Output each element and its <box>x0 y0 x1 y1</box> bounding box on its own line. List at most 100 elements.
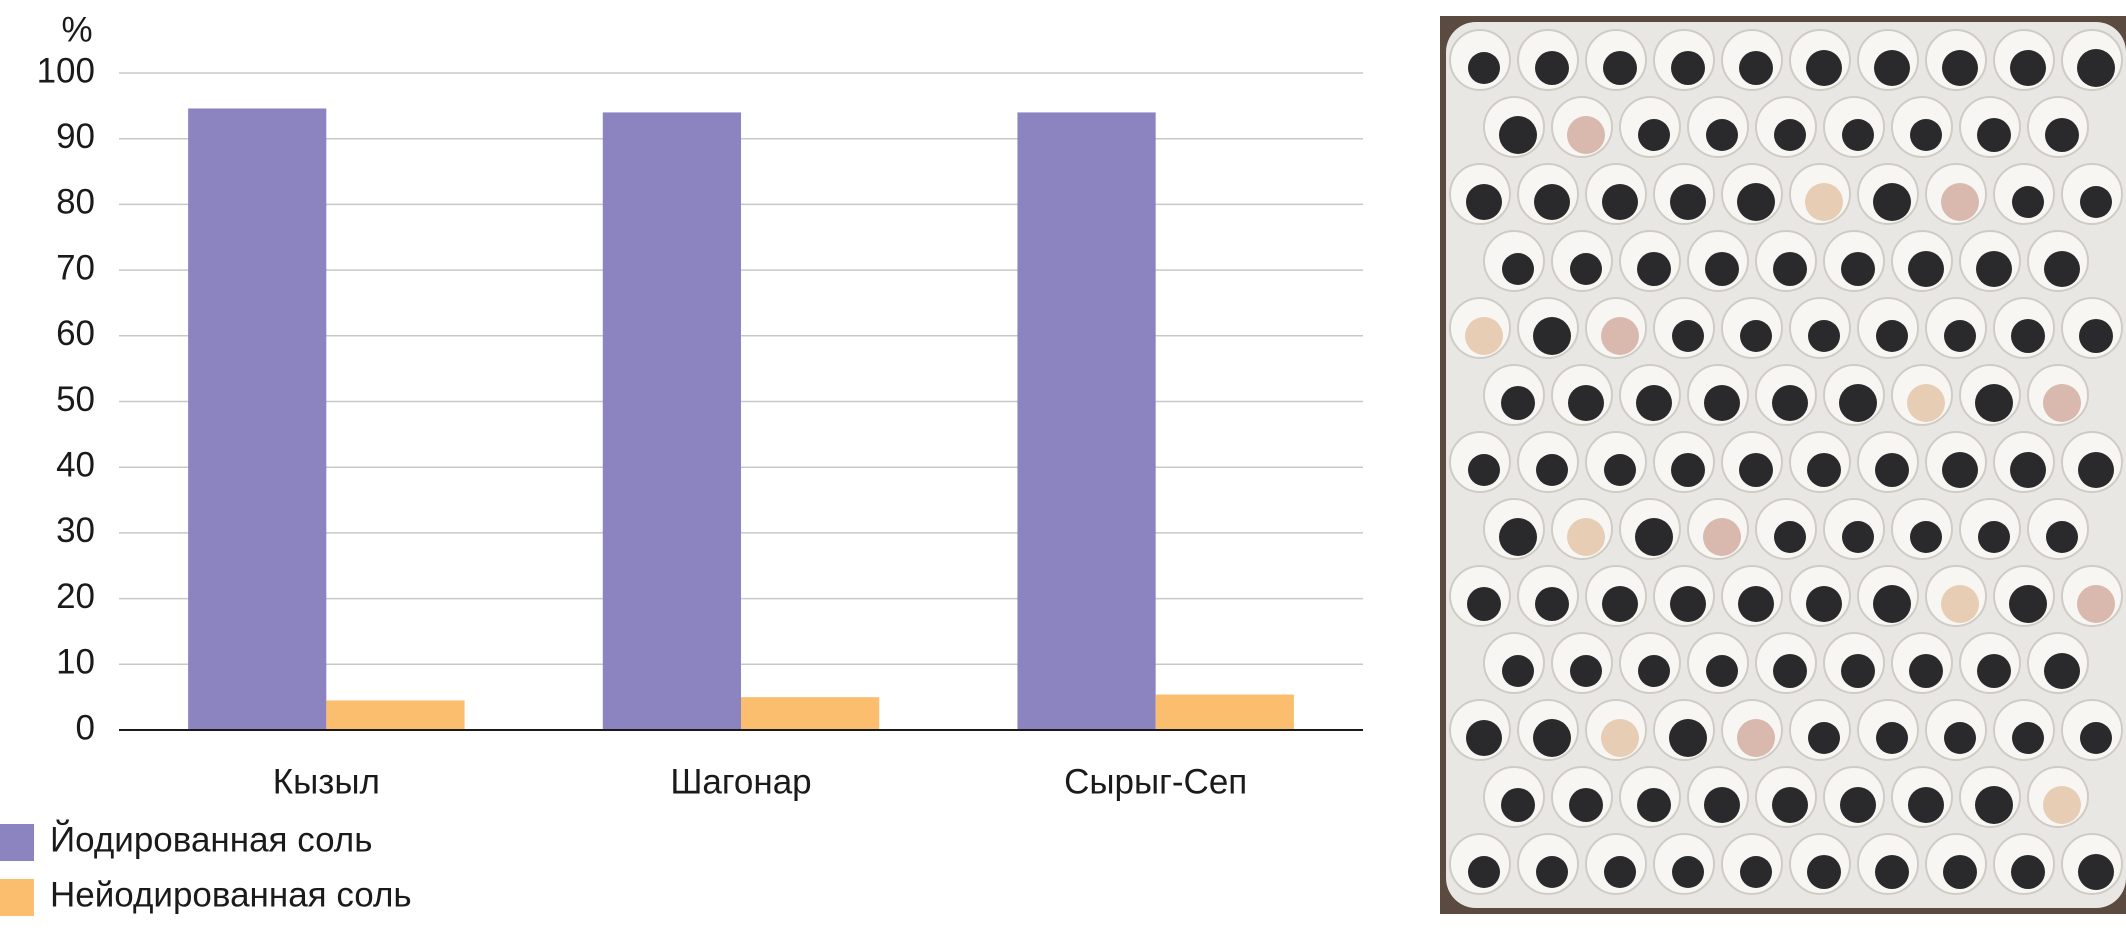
well-sample <box>2043 384 2081 422</box>
x-tick-label: Шагонар <box>670 762 811 801</box>
well-sample <box>1603 51 1637 85</box>
well-sample <box>1910 119 1942 151</box>
well-sample <box>1706 655 1738 687</box>
well-sample <box>1840 787 1876 823</box>
well-sample <box>1841 654 1875 688</box>
bar <box>602 112 741 731</box>
well-sample <box>1638 655 1670 687</box>
well-sample <box>2077 49 2115 87</box>
y-tick-label: 80 <box>56 183 95 222</box>
bar <box>188 108 327 730</box>
well-sample <box>1773 252 1807 286</box>
well-sample <box>1806 586 1842 622</box>
well-sample <box>1502 655 1534 687</box>
well-sample <box>1535 51 1569 85</box>
well-sample <box>1808 722 1840 754</box>
well-sample <box>1842 119 1874 151</box>
legend-swatch <box>0 824 34 861</box>
well-sample <box>1536 454 1568 486</box>
well-sample <box>1533 317 1571 355</box>
well-sample <box>1467 587 1501 621</box>
well-sample <box>1671 51 1705 85</box>
well-sample <box>1502 253 1534 285</box>
well-sample <box>1602 586 1638 622</box>
well-sample <box>1570 253 1602 285</box>
well-sample <box>1975 384 2013 422</box>
well-sample <box>1942 50 1978 86</box>
well-sample <box>1601 719 1639 757</box>
well-sample <box>1774 521 1806 553</box>
well-sample <box>1672 856 1704 888</box>
well-sample <box>2010 50 2046 86</box>
legend-label: Нейодированная соль <box>50 875 412 914</box>
bar <box>1017 112 1156 731</box>
well-sample <box>1909 654 1943 688</box>
y-tick-label: 60 <box>56 314 95 353</box>
well-sample <box>2044 251 2080 287</box>
y-tick-label: 50 <box>56 380 95 419</box>
well-sample <box>1501 386 1535 420</box>
well-sample <box>1468 454 1500 486</box>
well-sample <box>1773 654 1807 688</box>
well-sample <box>2011 855 2045 889</box>
well-sample <box>1705 252 1739 286</box>
well-sample <box>1534 184 1570 220</box>
well-sample <box>1807 855 1841 889</box>
well-sample <box>1943 855 1977 889</box>
well-sample <box>1808 320 1840 352</box>
y-tick-label: 40 <box>56 445 95 484</box>
well-sample <box>1567 116 1605 154</box>
bar <box>326 700 465 730</box>
y-tick-label: 70 <box>56 248 95 287</box>
well-sample <box>1941 585 1979 623</box>
well-sample <box>1466 184 1502 220</box>
legend-label: Йодированная соль <box>50 819 372 859</box>
well-sample <box>2078 452 2114 488</box>
well-sample <box>1875 453 1909 487</box>
well-sample <box>1535 587 1569 621</box>
well-sample <box>1636 385 1672 421</box>
well-sample <box>1604 454 1636 486</box>
well-sample <box>1739 453 1773 487</box>
well-sample <box>1670 586 1706 622</box>
well-sample <box>1468 856 1500 888</box>
well-sample <box>1774 119 1806 151</box>
well-sample <box>1499 518 1537 556</box>
well-sample <box>1737 719 1775 757</box>
y-tick-label: 0 <box>76 708 95 747</box>
well-sample <box>1468 52 1500 84</box>
y-tick-label: 100 <box>37 51 95 90</box>
well-sample <box>1669 719 1707 757</box>
well-sample <box>2012 186 2044 218</box>
well-sample <box>1570 655 1602 687</box>
well-sample <box>1873 183 1911 221</box>
well-sample <box>1601 317 1639 355</box>
well-sample <box>1873 585 1911 623</box>
well-sample <box>1941 183 1979 221</box>
well-sample <box>1670 184 1706 220</box>
bar <box>741 697 880 730</box>
well-sample <box>1602 184 1638 220</box>
well-sample <box>1978 521 2010 553</box>
well-sample <box>1876 722 1908 754</box>
well-sample <box>1637 788 1671 822</box>
well-sample <box>1944 722 1976 754</box>
well-sample <box>2079 319 2113 353</box>
photo <box>1440 16 2126 914</box>
well-sample <box>1737 183 1775 221</box>
well-sample <box>2009 585 2047 623</box>
well-sample <box>2080 722 2112 754</box>
well-sample <box>1908 787 1944 823</box>
well-sample <box>1977 118 2011 152</box>
bar <box>1155 694 1294 730</box>
well-sample <box>1842 521 1874 553</box>
well-sample <box>1807 453 1841 487</box>
tray <box>1446 22 2126 908</box>
well-sample <box>1672 320 1704 352</box>
well-sample <box>2044 653 2080 689</box>
well-sample <box>1942 452 1978 488</box>
well-sample <box>1805 183 1843 221</box>
well-sample <box>1739 51 1773 85</box>
well-sample <box>1907 384 1945 422</box>
